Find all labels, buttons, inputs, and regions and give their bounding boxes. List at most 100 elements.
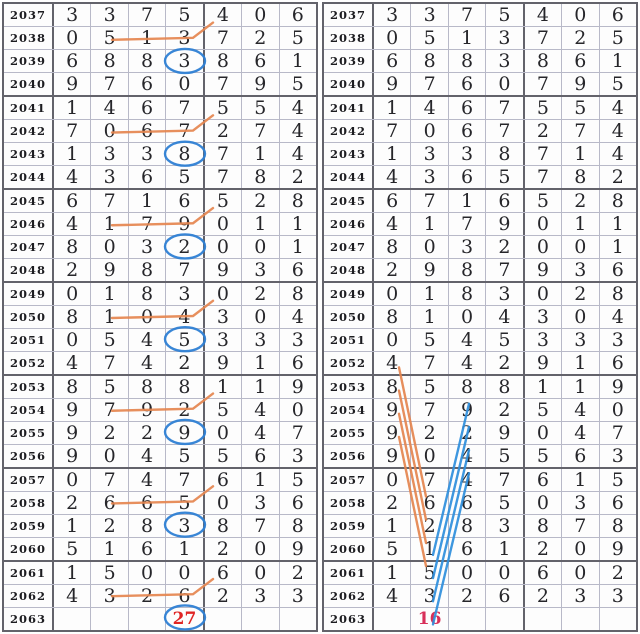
digit-cell: 1 <box>411 213 449 235</box>
left-chart-table: 2037 3 3 7 5 4 0 6 2038 0 5 1 3 7 2 5 2039 6 8 8 3 8 6 1 2040 9 7 6… <box>2 2 318 632</box>
digit-cell: 9 <box>205 352 243 374</box>
digit-cell: 1 <box>562 143 600 165</box>
digit-cell: 0 <box>91 236 129 258</box>
digit-cell: 4 <box>374 213 412 235</box>
digit-cell: 7 <box>166 469 205 491</box>
digit-cell: 3 <box>166 50 205 72</box>
year-label: 2054 <box>324 399 374 421</box>
digit-cell: 2 <box>562 283 600 305</box>
digit-cell: 7 <box>166 97 205 119</box>
digit-cell: 3 <box>205 306 243 328</box>
digit-cell: 2 <box>166 236 205 258</box>
digit-cell: 3 <box>411 585 449 607</box>
digit-cell <box>280 608 316 630</box>
digit-cell: 5 <box>525 190 563 212</box>
digit-cell: 4 <box>449 445 487 467</box>
digit-cell: 4 <box>166 306 205 328</box>
digit-cell <box>129 608 167 630</box>
digit-cell: 6 <box>54 50 92 72</box>
digit-cell: 6 <box>242 50 280 72</box>
digit-cell: 5 <box>562 97 600 119</box>
digit-cell: 2 <box>91 422 129 444</box>
digit-cell: 8 <box>411 50 449 72</box>
table-row: 2041 1 4 6 7 5 5 4 <box>324 95 636 119</box>
digit-cell <box>449 608 487 630</box>
digit-cell: 6 <box>291 352 304 374</box>
digit-cell: 3 <box>611 585 624 607</box>
digit-cell: 6 <box>166 190 205 212</box>
digit-cell: 3 <box>449 143 487 165</box>
year-label: 2059 <box>324 515 374 537</box>
digit-cell: 0 <box>54 27 92 49</box>
digit-cell: 9 <box>562 73 600 95</box>
digit-cell <box>525 608 563 630</box>
digit-cell: 0 <box>562 306 600 328</box>
digit-cell: 0 <box>525 492 563 514</box>
digit-cell: 5 <box>291 27 304 49</box>
digit-cell: 6 <box>205 562 243 584</box>
digit-cell: 6 <box>449 538 487 560</box>
digit-cell: 0 <box>91 120 129 142</box>
year-label: 2052 <box>324 352 374 374</box>
digit-cell: 1 <box>291 236 304 258</box>
digit-cell: 5 <box>166 166 205 188</box>
table-row: 2063 27 <box>4 607 316 630</box>
digit-cell: 4 <box>54 213 92 235</box>
table-row: 2041 1 4 6 7 5 5 4 <box>4 95 316 119</box>
table-row: 2047 8 0 3 2 0 0 1 <box>324 235 636 258</box>
digit-cell: 5 <box>242 97 280 119</box>
digit-cell: 4 <box>449 469 487 491</box>
year-label: 2043 <box>4 143 54 165</box>
digit-cell: 3 <box>205 329 243 351</box>
digit-cell: 3 <box>486 50 525 72</box>
digit-cell: 3 <box>54 4 92 26</box>
year-label: 2042 <box>4 120 54 142</box>
digit-cell: 0 <box>374 283 412 305</box>
digit-cell: 2 <box>242 190 280 212</box>
year-label: 2052 <box>4 352 54 374</box>
table-row: 2055 9 2 2 9 0 4 7 <box>4 421 316 444</box>
digit-cell: 5 <box>525 97 563 119</box>
digit-cell: 9 <box>91 259 129 281</box>
digit-cell: 2 <box>129 585 167 607</box>
digit-cell: 2 <box>611 166 624 188</box>
digit-cell: 5 <box>166 445 205 467</box>
digit-cell: 0 <box>242 538 280 560</box>
year-label: 2058 <box>324 492 374 514</box>
digit-cell: 4 <box>129 469 167 491</box>
digit-cell: 7 <box>242 120 280 142</box>
year-label: 2041 <box>324 97 374 119</box>
digit-cell <box>91 608 129 630</box>
digit-cell: 1 <box>411 283 449 305</box>
digit-cell: 2 <box>374 492 412 514</box>
digit-cell: 8 <box>166 376 205 398</box>
digit-cell <box>54 608 92 630</box>
digit-cell: 0 <box>205 236 243 258</box>
digit-cell: 3 <box>166 515 205 537</box>
digit-cell: 5 <box>91 329 129 351</box>
digit-cell: 4 <box>91 97 129 119</box>
digit-cell <box>242 608 280 630</box>
digit-cell: 9 <box>486 213 525 235</box>
year-label: 2057 <box>324 469 374 491</box>
digit-cell: 1 <box>562 213 600 235</box>
digit-cell: 0 <box>411 120 449 142</box>
digit-cell: 8 <box>562 166 600 188</box>
year-label: 2055 <box>324 422 374 444</box>
digit-cell: 8 <box>525 50 563 72</box>
year-label: 2043 <box>324 143 374 165</box>
digit-cell: 7 <box>525 166 563 188</box>
digit-cell: 0 <box>562 562 600 584</box>
year-label: 2061 <box>4 562 54 584</box>
table-row: 2044 4 3 6 5 7 8 2 <box>4 165 316 188</box>
table-row: 2059 1 2 8 3 8 7 8 <box>4 514 316 537</box>
digit-cell: 7 <box>205 143 243 165</box>
digit-cell: 2 <box>291 562 304 584</box>
table-row: 2061 1 5 0 0 6 0 2 <box>324 560 636 584</box>
digit-cell: 9 <box>525 352 563 374</box>
digit-cell: 1 <box>611 236 624 258</box>
digit-cell: 4 <box>486 306 525 328</box>
digit-cell: 5 <box>525 445 563 467</box>
digit-cell: 5 <box>486 166 525 188</box>
digit-cell: 5 <box>411 376 449 398</box>
